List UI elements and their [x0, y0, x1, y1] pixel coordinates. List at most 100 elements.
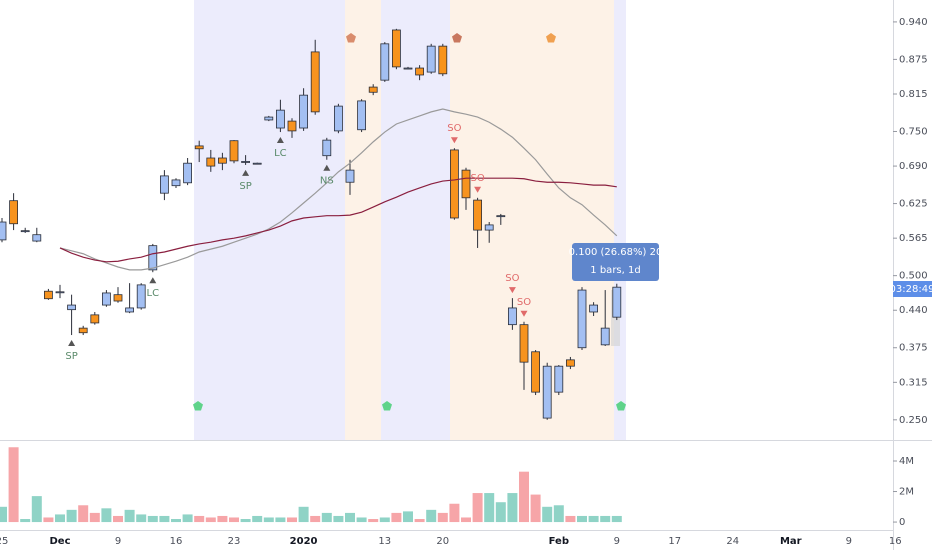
- y-tick-label: 0.940: [899, 17, 928, 28]
- candle-body: [345, 169, 355, 183]
- candle-body: [299, 94, 309, 129]
- x-tick-label: 9: [614, 536, 620, 547]
- moving-average: [59, 108, 618, 271]
- candle-body: [125, 307, 134, 313]
- candle-body: [391, 29, 401, 68]
- candle-body: [403, 67, 413, 70]
- candle-body: [206, 157, 216, 167]
- candle-body: [159, 175, 169, 194]
- x-tick-label: 13: [378, 536, 391, 547]
- volume-bar: [565, 515, 576, 523]
- candle-body: [229, 140, 239, 162]
- x-tick-label: 2020: [290, 536, 318, 547]
- volume-bar: [263, 517, 274, 523]
- candle-body: [275, 109, 285, 129]
- candle-body: [357, 100, 367, 131]
- signal-marker: [382, 401, 392, 411]
- volume-bar: [530, 494, 541, 523]
- x-tick-label: 25: [0, 536, 8, 547]
- volume-bar: [391, 512, 402, 523]
- volume-bar: [449, 503, 460, 523]
- volume-bar: [333, 515, 344, 523]
- candle-body: [0, 221, 7, 241]
- candle-body: [252, 162, 262, 165]
- y-tick-label: 0: [899, 517, 905, 528]
- signal-marker: [616, 401, 626, 411]
- signal-marker: [546, 33, 556, 43]
- candle-body: [554, 365, 564, 393]
- candle-body: [473, 199, 483, 231]
- candle-body: [484, 224, 494, 231]
- volume-bar: [217, 515, 228, 523]
- volume-bar: [182, 514, 193, 523]
- volume-bar: [136, 514, 147, 523]
- annotation: SP: [239, 181, 251, 192]
- x-tick-label: 23: [228, 536, 241, 547]
- volume-bar: [159, 515, 170, 523]
- signal-marker: [346, 33, 356, 43]
- volume-bar: [345, 512, 355, 523]
- candle-body: [531, 351, 540, 393]
- candle-body: [55, 291, 65, 294]
- candle-body: [67, 304, 76, 311]
- volume-bar: [20, 519, 31, 523]
- annotation-marker: [242, 169, 250, 176]
- candle-body: [217, 157, 227, 164]
- countdown: 03:28:49: [890, 284, 932, 295]
- annotation-marker: [323, 164, 331, 171]
- y-tick-label: 0.565: [899, 233, 928, 244]
- x-tick-label: 17: [668, 536, 681, 547]
- volume-bar: [368, 519, 379, 523]
- annotation: NS: [320, 176, 334, 187]
- candle-body: [333, 105, 343, 132]
- measure-box: [572, 243, 659, 281]
- candle-body: [380, 43, 390, 81]
- volume-bar: [379, 517, 390, 523]
- candle-body: [90, 314, 100, 324]
- candle-body: [519, 324, 529, 363]
- candle-body: [368, 86, 378, 93]
- candle-body: [542, 365, 552, 419]
- volume-bar: [113, 515, 123, 523]
- annotation-marker: [474, 186, 482, 193]
- candle-body: [507, 307, 517, 326]
- x-tick-label: 9: [846, 536, 852, 547]
- annotation-marker: [149, 277, 157, 284]
- volume-bar: [577, 515, 587, 523]
- x-tick-label: Dec: [49, 536, 70, 547]
- candle-body: [566, 359, 575, 367]
- candle-body: [78, 327, 88, 334]
- x-tick-label: 24: [726, 536, 739, 547]
- candle-body: [136, 284, 146, 309]
- volume-bar: [403, 511, 413, 523]
- candle-body: [9, 200, 19, 225]
- volume-bar: [310, 515, 321, 523]
- volume-bar: [519, 471, 529, 523]
- y-tick-label: 0.375: [899, 343, 928, 354]
- x-tick-label: 16: [889, 536, 902, 547]
- candle-body: [194, 145, 204, 150]
- candle-body: [44, 290, 53, 300]
- y-tick-label: 0.815: [899, 89, 928, 100]
- volume-bar: [78, 505, 89, 523]
- annotation: SO: [505, 273, 519, 284]
- x-tick-label: 16: [170, 536, 183, 547]
- candle-body: [310, 51, 320, 113]
- volume-bar: [321, 512, 332, 523]
- volume-bar: [194, 515, 205, 523]
- measure-area: [611, 290, 620, 346]
- volume-bar: [171, 519, 181, 523]
- y-tick-label: 0.250: [899, 415, 928, 426]
- volume-bar: [507, 493, 518, 523]
- candle-body: [264, 116, 274, 121]
- volume-bar: [588, 515, 599, 523]
- candle-body: [496, 215, 506, 218]
- volume-bar: [356, 517, 367, 523]
- y-tick-label: 0.750: [899, 126, 928, 137]
- volume-bar: [8, 447, 19, 523]
- candle-body: [438, 45, 448, 75]
- volume-bar: [101, 508, 112, 523]
- signal-marker: [193, 401, 203, 411]
- candle-body: [171, 179, 181, 187]
